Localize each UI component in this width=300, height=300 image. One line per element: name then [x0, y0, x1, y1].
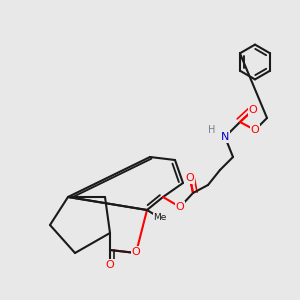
- Text: O: O: [176, 202, 184, 212]
- Text: N: N: [221, 132, 229, 142]
- Text: O: O: [250, 125, 260, 135]
- Text: O: O: [106, 260, 114, 270]
- Text: O: O: [186, 173, 194, 183]
- Text: O: O: [249, 105, 257, 115]
- Text: Me: Me: [153, 214, 167, 223]
- Text: H: H: [208, 125, 216, 135]
- Text: O: O: [132, 247, 140, 257]
